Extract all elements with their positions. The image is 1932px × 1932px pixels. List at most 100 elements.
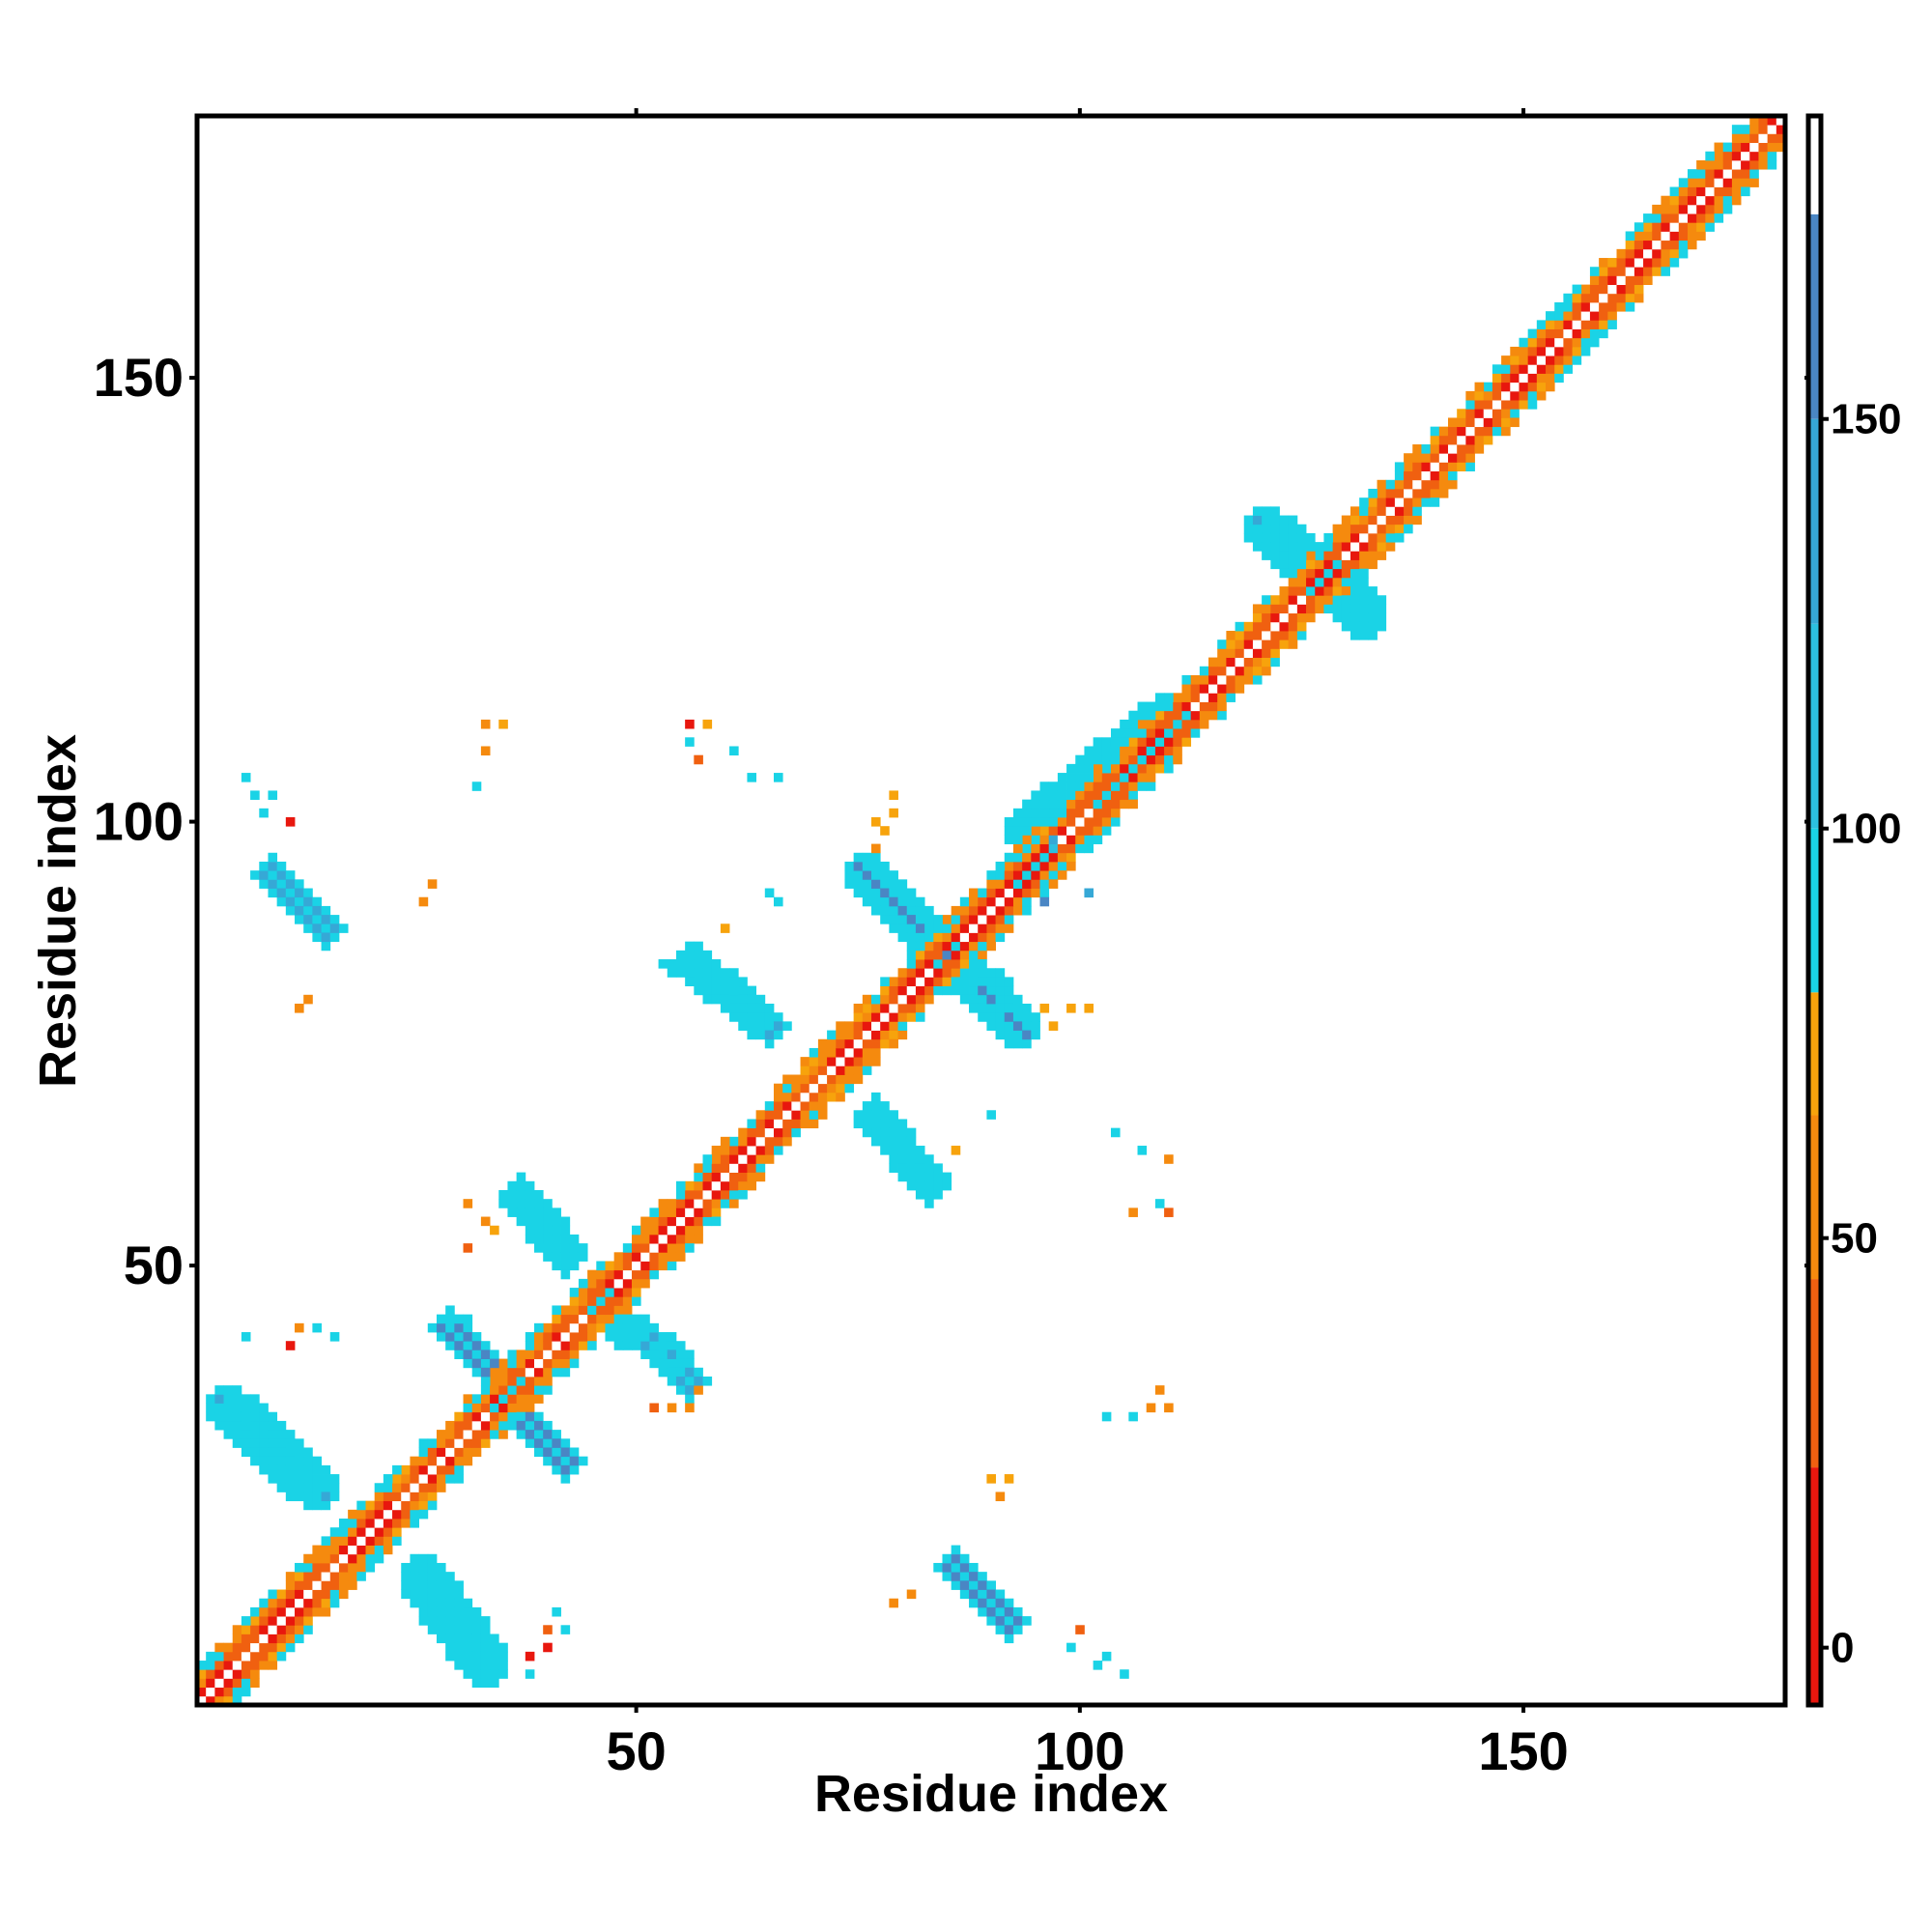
heatmap-cell <box>862 1057 872 1066</box>
heatmap-cell <box>675 1189 686 1200</box>
heatmap-cell <box>250 1438 260 1448</box>
heatmap-cell <box>321 1492 331 1502</box>
heatmap-cell <box>1447 470 1458 481</box>
heatmap-cell <box>312 1562 322 1573</box>
heatmap-cell <box>1031 1012 1040 1022</box>
heatmap-cell <box>1749 151 1759 161</box>
heatmap-cell <box>259 808 269 818</box>
heatmap-cell <box>1741 151 1750 161</box>
heatmap-cell <box>1634 267 1644 276</box>
heatmap-cell <box>685 977 695 987</box>
heatmap-cell <box>1288 577 1298 587</box>
heatmap-cell <box>640 1332 650 1342</box>
heatmap-cell <box>1137 710 1148 721</box>
heatmap-cell <box>791 1119 801 1129</box>
heatmap-cell <box>773 1119 783 1129</box>
heatmap-cell <box>1057 870 1067 880</box>
heatmap-cell <box>1421 479 1432 490</box>
heatmap-cell <box>1527 373 1538 384</box>
heatmap-cell <box>951 1553 961 1564</box>
heatmap-cell <box>1120 746 1129 756</box>
heatmap-cell <box>1022 826 1032 836</box>
heatmap-cell <box>951 968 961 978</box>
heatmap-cell <box>436 1474 446 1484</box>
heatmap-cell <box>471 781 482 791</box>
heatmap-cell <box>1350 551 1360 560</box>
heatmap-cell <box>933 1562 943 1573</box>
heatmap-cell <box>844 1047 855 1058</box>
heatmap-cell <box>1572 320 1582 329</box>
heatmap-cell <box>329 1598 340 1608</box>
heatmap-cell <box>259 1606 269 1617</box>
heatmap-cell <box>1048 817 1059 827</box>
heatmap-cell <box>915 1172 925 1182</box>
heatmap-cell <box>1084 773 1094 782</box>
heatmap-cell <box>1536 355 1547 365</box>
heatmap-cell <box>232 1661 242 1670</box>
heatmap-cell <box>667 1243 677 1253</box>
heatmap-cell <box>978 896 987 907</box>
heatmap-cell <box>1404 524 1413 534</box>
heatmap-cell <box>1359 497 1369 507</box>
heatmap-cell <box>817 1038 828 1049</box>
heatmap-cell <box>303 1483 313 1492</box>
heatmap-cell <box>214 1420 224 1431</box>
heatmap-cell <box>1137 737 1148 747</box>
heatmap-cell <box>933 950 943 960</box>
heatmap-cell <box>1279 639 1290 649</box>
heatmap-cell <box>1039 1003 1050 1013</box>
heatmap-cell <box>738 1136 748 1147</box>
heatmap-cell <box>658 1341 668 1350</box>
heatmap-cell <box>1421 453 1432 463</box>
heatmap-cell <box>534 1385 544 1395</box>
heatmap-cell <box>525 1234 535 1244</box>
heatmap-cell <box>1589 337 1600 348</box>
heatmap-cell <box>1368 506 1378 516</box>
heatmap-cell <box>1589 301 1600 312</box>
heatmap-cell <box>933 941 943 952</box>
heatmap-cell <box>480 1394 491 1404</box>
heatmap-cell <box>844 879 855 889</box>
heatmap-cell <box>1438 453 1449 463</box>
heatmap-cell <box>1404 506 1413 516</box>
heatmap-cell <box>471 1447 482 1458</box>
heatmap-cell <box>1252 639 1263 649</box>
heatmap-cell <box>552 1314 561 1324</box>
heatmap-cell <box>463 1625 473 1634</box>
heatmap-cell <box>862 896 872 907</box>
heatmap-cell <box>978 905 987 916</box>
heatmap-cell <box>1262 515 1271 526</box>
heatmap-cell <box>897 1119 908 1129</box>
heatmap-cell <box>836 1021 845 1031</box>
heatmap-cell <box>232 1625 242 1634</box>
heatmap-cell <box>755 1172 766 1182</box>
heatmap-cell <box>871 1038 881 1049</box>
heatmap-cell <box>338 1527 349 1537</box>
heatmap-cell <box>410 1464 419 1475</box>
heatmap-cell <box>401 1500 411 1511</box>
heatmap-cell <box>259 879 269 889</box>
heatmap-cell <box>711 1146 722 1155</box>
heatmap-cell <box>543 1216 553 1227</box>
heatmap-cell <box>1217 648 1227 658</box>
heatmap-cell <box>871 817 881 827</box>
heatmap-cell <box>1465 400 1475 410</box>
heatmap-cell <box>454 1332 464 1342</box>
heatmap-cell <box>214 1687 224 1697</box>
heatmap-cell <box>436 1456 446 1466</box>
heatmap-cell <box>1607 275 1617 286</box>
heatmap-cell <box>853 1038 864 1049</box>
heatmap-cell <box>738 1127 748 1138</box>
heatmap-cell <box>951 915 961 924</box>
heatmap-cell <box>418 1616 429 1626</box>
heatmap-cell <box>543 1625 553 1634</box>
heatmap-cell <box>1004 896 1014 907</box>
heatmap-cell <box>445 1642 455 1653</box>
heatmap-cell <box>1022 1012 1032 1022</box>
heatmap-cell <box>924 1199 934 1208</box>
heatmap-cell <box>569 1288 580 1297</box>
heatmap-cell <box>1093 746 1103 756</box>
heatmap-cell <box>1350 577 1360 587</box>
heatmap-cell <box>1146 773 1156 782</box>
heatmap-cell <box>632 1261 641 1271</box>
